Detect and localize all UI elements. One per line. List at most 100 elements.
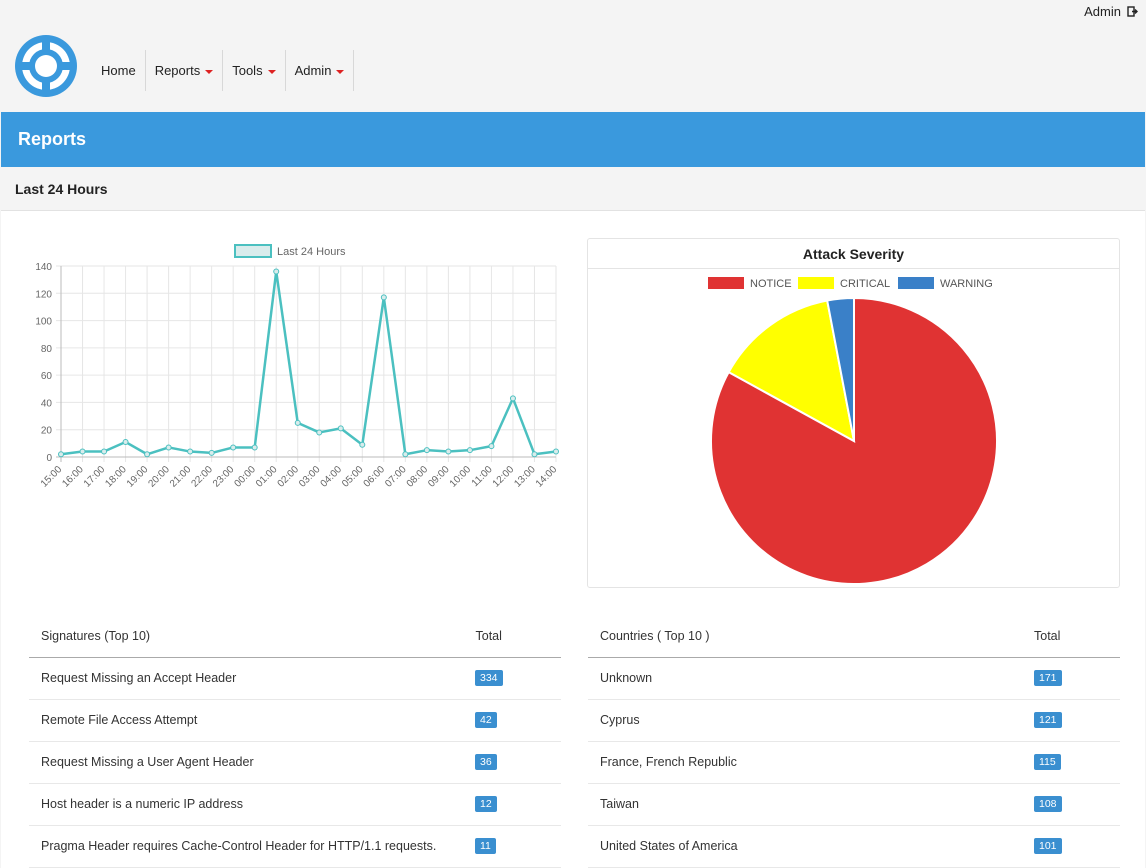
row-name: Cyprus [588,699,1022,742]
nav-tools-label[interactable]: Tools [232,63,263,78]
data-point [509,395,516,402]
series-line-last-24-hours [60,270,557,456]
x-tick-label: 03:00 [297,464,323,490]
data-point [531,451,538,458]
table-row[interactable]: Cyprus 121 [588,699,1120,742]
x-tick-label: 14:00 [534,464,560,490]
data-point [337,425,344,432]
data-point [230,444,237,451]
caret-down-icon [267,69,276,74]
table-row[interactable]: Request Missing an Accept Header 334 [29,657,561,700]
x-tick-label: 22:00 [189,464,215,490]
x-tick-label: 06:00 [362,464,388,490]
page-title: Reports [18,129,87,149]
data-point [294,419,301,426]
data-point [359,441,366,448]
total-badge: 115 [1034,754,1061,770]
row-name: Remote File Access Attempt [29,699,463,742]
x-tick-label: 07:00 [383,464,409,490]
data-point [380,294,387,301]
x-tick-label: 23:00 [211,464,237,490]
section-header: Last 24 Hours [1,167,1145,211]
table-row[interactable]: Taiwan 108 [588,783,1120,826]
row-name: Unknown [588,657,1022,700]
table-row[interactable]: Request Missing a User Agent Header 36 [29,741,561,784]
row-total-cell: 36 [463,741,561,784]
top-bar: Admin Home Reports Tools Admin [0,0,1146,112]
user-menu[interactable]: Admin [1084,4,1138,19]
data-point [58,451,64,458]
x-tick-label: 05:00 [340,464,366,490]
x-tick-label: 04:00 [319,464,345,490]
row-name: Host header is a numeric IP address [29,783,463,826]
attack-severity-pie-chart: NOTICE CRITICAL WARNING [708,277,998,585]
data-point [122,438,129,445]
y-tick-label: 40 [41,398,53,409]
legend-swatch [708,277,744,289]
data-point [144,451,151,458]
data-point [488,443,495,450]
table-row[interactable]: Remote File Access Attempt 42 [29,699,561,742]
column-header-signature: Signatures (Top 10) [29,615,464,658]
row-total-cell: 101 [1022,825,1120,868]
nav-reports[interactable]: Reports [146,50,224,91]
y-tick-label: 80 [41,344,53,355]
legend-label: CRITICAL [840,278,890,290]
countries-table: Countries ( Top 10 ) Total Unknown 171 Cyp… [588,615,1120,868]
data-point [273,268,280,275]
nav-home[interactable]: Home [92,50,146,91]
x-tick-label: 16:00 [60,464,86,490]
row-total-cell: 334 [463,657,561,700]
data-point [466,447,473,454]
nav-tools[interactable]: Tools [223,50,286,91]
row-name: Request Missing a User Agent Header [29,741,463,784]
table-row[interactable]: Pragma Header requires Cache-Control Hea… [29,825,561,868]
x-tick-label: 19:00 [125,464,151,490]
column-header-total: Total [463,615,561,658]
row-total-cell: 171 [1022,657,1120,700]
total-badge: 171 [1034,670,1062,686]
table-row[interactable]: Unknown 171 [588,657,1120,700]
pie-slice-warning [826,296,855,442]
data-point [553,448,559,455]
legend-label: Last 24 Hours [277,246,346,258]
column-header-total: Total [1022,615,1120,658]
nav-home-label[interactable]: Home [101,63,136,78]
user-label[interactable]: Admin [1084,4,1121,19]
total-badge: 36 [475,754,497,770]
x-tick-label: 15:00 [39,464,65,490]
x-tick-label: 11:00 [470,464,495,489]
table-header-row: Countries ( Top 10 ) Total [588,615,1120,658]
x-tick-label: 18:00 [103,464,129,490]
row-name: United States of America [588,825,1022,868]
section-title: Last 24 Hours [15,181,108,197]
data-point [423,447,430,454]
signatures-table: Signatures (Top 10) Total Request Missin… [29,615,561,868]
x-tick-label: 13:00 [512,464,538,490]
legend-label: NOTICE [750,278,792,290]
total-badge: 108 [1034,796,1062,812]
row-total-cell: 42 [463,699,561,742]
nav-admin[interactable]: Admin [286,50,355,91]
y-tick-label: 100 [35,317,52,328]
page-banner: Reports [1,112,1145,167]
total-badge: 12 [475,796,497,812]
nav-admin-label[interactable]: Admin [294,63,332,78]
y-tick-label: 140 [35,262,52,273]
legend-swatch [234,244,272,258]
data-point [445,448,452,455]
lifebuoy-logo[interactable] [14,34,78,98]
logout-icon[interactable] [1127,6,1138,17]
row-total-cell: 108 [1022,783,1120,826]
table-row[interactable]: France, French Republic 115 [588,741,1120,784]
data-point [187,448,194,455]
total-badge: 42 [475,712,497,728]
table-row[interactable]: United States of America 101 [588,825,1120,868]
total-badge: 121 [1034,712,1062,728]
legend-swatch [798,277,834,289]
nav-reports-label[interactable]: Reports [154,63,201,78]
x-tick-label: 10:00 [448,464,474,490]
x-tick-label: 08:00 [405,464,431,490]
table-row[interactable]: Host header is a numeric IP address 12 [29,783,561,826]
data-point [208,449,215,456]
